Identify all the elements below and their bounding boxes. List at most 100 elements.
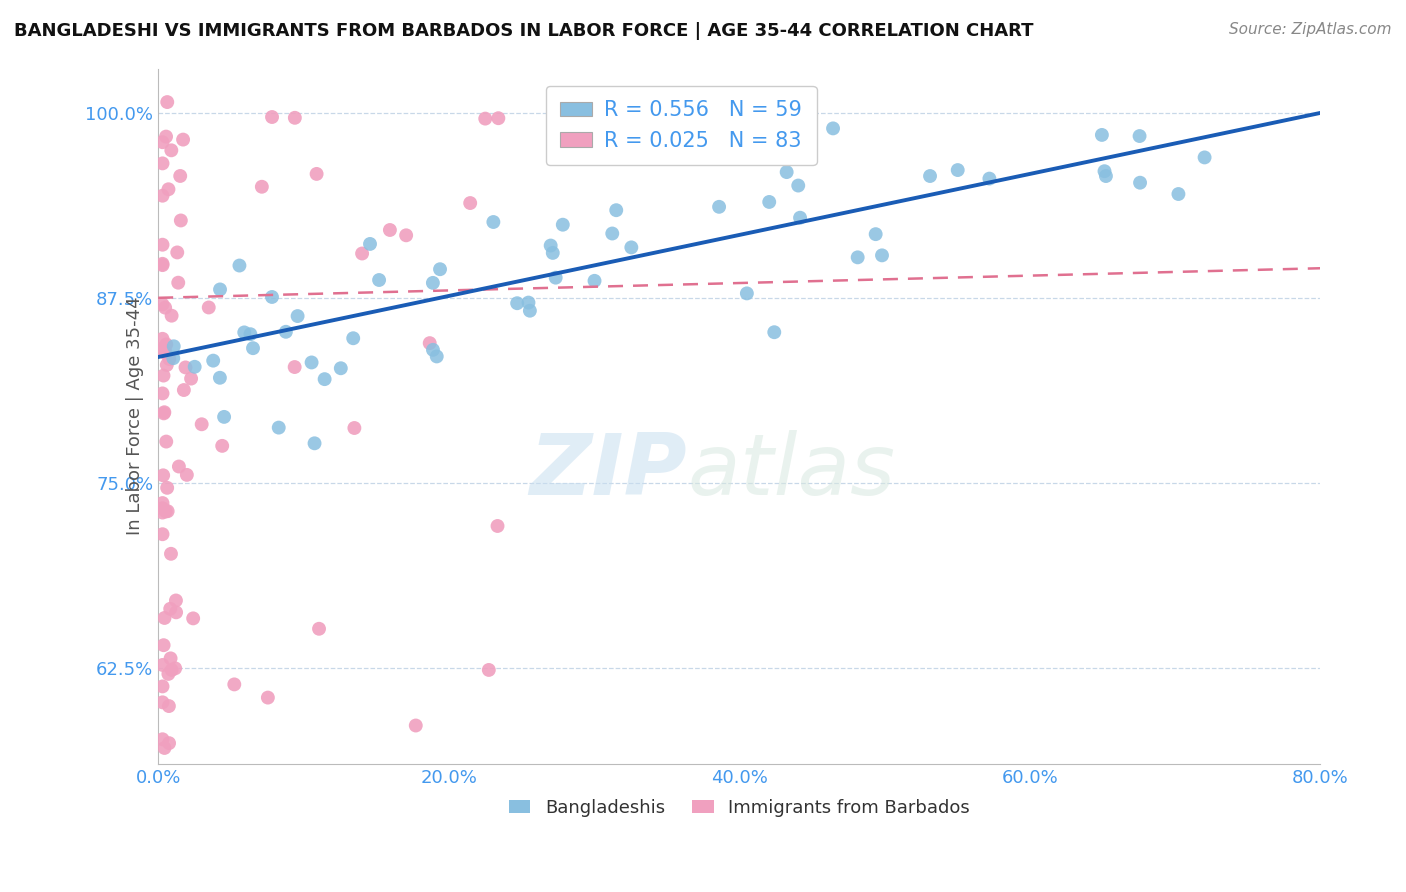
Point (846, 251, 869, 265)
Point (165, 593, 187, 607)
Point (160, 144, 183, 158)
Point (1095, 169, 1118, 183)
Point (159, 602, 181, 616)
Point (600, 227, 623, 241)
Point (422, 276, 444, 290)
Point (197, 301, 219, 315)
Point (152, 657, 174, 672)
Y-axis label: In Labor Force | Age 35-44: In Labor Force | Age 35-44 (127, 297, 145, 535)
Point (152, 501, 174, 516)
Point (946, 163, 969, 178)
Point (541, 246, 564, 260)
Point (160, 309, 183, 323)
Point (1167, 187, 1189, 202)
Point (486, 112, 509, 126)
Point (707, 200, 730, 214)
Text: Source: ZipAtlas.com: Source: ZipAtlas.com (1229, 22, 1392, 37)
Point (152, 188, 174, 202)
Point (735, 286, 758, 301)
Point (152, 732, 174, 747)
Point (405, 718, 427, 732)
Point (260, 290, 283, 304)
Point (274, 325, 297, 339)
Point (155, 337, 177, 351)
Point (152, 496, 174, 510)
Point (172, 132, 194, 146)
Point (157, 699, 180, 714)
Point (173, 383, 195, 397)
Point (789, 211, 811, 225)
Point (239, 327, 262, 342)
Point (519, 303, 541, 318)
Point (308, 622, 330, 636)
Point (419, 336, 441, 351)
Point (260, 110, 283, 124)
Point (155, 504, 177, 518)
Point (821, 121, 844, 136)
Point (169, 169, 191, 183)
Point (167, 459, 190, 474)
Text: ZIP: ZIP (530, 430, 688, 513)
Point (368, 273, 391, 287)
Point (540, 238, 562, 252)
Point (167, 276, 190, 290)
Point (605, 203, 627, 218)
Point (202, 353, 225, 368)
Point (155, 434, 177, 449)
Point (301, 355, 323, 369)
Point (156, 481, 179, 495)
Point (865, 227, 887, 242)
Point (870, 248, 893, 262)
Point (267, 420, 290, 434)
Point (458, 196, 481, 211)
Point (152, 257, 174, 271)
Point (174, 360, 197, 375)
Point (314, 372, 336, 386)
Point (284, 359, 307, 374)
Point (429, 262, 451, 277)
Point (152, 386, 174, 401)
Point (152, 638, 174, 652)
Point (551, 218, 574, 232)
Point (153, 611, 176, 625)
Point (395, 228, 418, 243)
Point (1094, 164, 1116, 178)
Text: atlas: atlas (688, 430, 896, 513)
Point (776, 165, 799, 179)
Point (153, 301, 176, 315)
Point (156, 504, 179, 518)
Point (157, 736, 180, 750)
Point (152, 258, 174, 272)
Point (342, 331, 364, 345)
Point (287, 309, 309, 323)
Point (180, 371, 202, 385)
Point (211, 439, 233, 453)
Point (979, 171, 1001, 186)
Point (305, 167, 328, 181)
Point (426, 350, 449, 364)
Point (343, 421, 366, 435)
Point (620, 240, 643, 254)
Point (155, 346, 177, 360)
Point (918, 169, 941, 183)
Point (176, 467, 198, 482)
Point (284, 111, 307, 125)
Point (152, 368, 174, 383)
Point (152, 695, 174, 709)
Text: BANGLADESHI VS IMMIGRANTS FROM BARBADOS IN LABOR FORCE | AGE 35-44 CORRELATION C: BANGLADESHI VS IMMIGRANTS FROM BARBADOS … (14, 22, 1033, 40)
Point (474, 112, 496, 126)
Point (152, 237, 174, 252)
Point (157, 352, 180, 367)
Point (170, 213, 193, 227)
Point (157, 182, 180, 196)
Point (486, 519, 509, 533)
Point (517, 295, 540, 310)
Point (156, 95, 179, 109)
Point (233, 326, 256, 340)
Point (544, 270, 567, 285)
Point (152, 506, 174, 520)
Point (478, 663, 501, 677)
Point (422, 343, 444, 357)
Point (242, 341, 264, 355)
Point (378, 223, 401, 237)
